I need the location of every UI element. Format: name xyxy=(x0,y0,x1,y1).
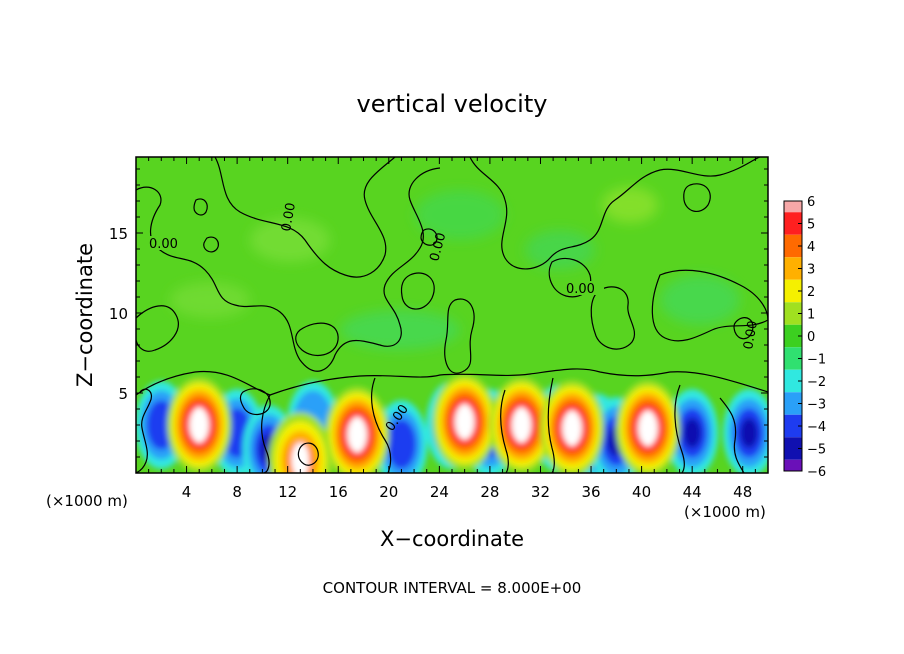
colorbar-swatch xyxy=(784,201,802,213)
contour-line xyxy=(733,317,754,340)
updraft-core xyxy=(348,416,367,453)
x-tick-label: 8 xyxy=(232,483,242,501)
contour-line xyxy=(193,198,208,216)
downdraft-cell xyxy=(740,418,758,448)
colorbar-label: −1 xyxy=(807,353,826,368)
contour-line xyxy=(295,322,339,357)
x-tick-label: 40 xyxy=(632,483,651,501)
colorbar-swatch xyxy=(784,279,802,303)
x-tick-label: 44 xyxy=(683,483,702,501)
colorbar-label: 1 xyxy=(807,308,815,323)
x-tick-label: 36 xyxy=(581,483,600,501)
updraft-core xyxy=(638,410,657,447)
x-tick-label: 16 xyxy=(329,483,348,501)
updraft-core xyxy=(190,407,209,443)
colorbar-swatch xyxy=(784,347,802,370)
contour-interval-footer: CONTOUR INTERVAL = 8.000E+00 xyxy=(323,579,582,597)
colorbar: 6 5 4 3 2 1 0 −1 −2 −3 −4 −5 −6 xyxy=(783,195,826,480)
colorbar-label: −5 xyxy=(807,443,826,458)
contour-line xyxy=(547,377,555,473)
contour-line xyxy=(590,286,636,350)
downdraft-cell xyxy=(386,419,416,469)
plot-area xyxy=(136,157,768,473)
contour-line xyxy=(239,388,271,415)
colorbar-swatch xyxy=(784,257,802,280)
contour-line xyxy=(674,384,685,473)
colorbar-swatch xyxy=(784,324,802,348)
x-axis-title: X−coordinate xyxy=(380,527,524,551)
x-unit-right: (×1000 m) xyxy=(684,503,766,521)
colorbar-label: 2 xyxy=(807,285,815,300)
updraft-core xyxy=(512,407,531,443)
x-tick-label: 12 xyxy=(278,483,297,501)
contour-line xyxy=(136,388,152,473)
x-tick-label: 32 xyxy=(531,483,550,501)
colorbar-swatch xyxy=(784,369,802,393)
contour-line xyxy=(683,183,711,213)
contour-line xyxy=(500,389,509,473)
background-patches xyxy=(170,187,740,350)
colorbar-label: −3 xyxy=(807,398,826,413)
contour-line xyxy=(420,228,438,246)
contour-line xyxy=(651,269,768,342)
contour-label: 0.00 xyxy=(741,320,761,351)
x-tick-label: 24 xyxy=(430,483,449,501)
colorbar-label: 0 xyxy=(807,330,815,345)
colorbar-label: 6 xyxy=(807,195,815,210)
colorbar-swatch xyxy=(784,302,802,325)
x-tick-label: 28 xyxy=(480,483,499,501)
colorbar-label: −6 xyxy=(807,465,826,480)
x-tick-label: 20 xyxy=(379,483,398,501)
updraft-core xyxy=(563,410,582,447)
y-tick-label: 15 xyxy=(109,225,128,243)
contour-line xyxy=(214,157,396,278)
x-tick-label: 48 xyxy=(733,483,752,501)
colorbar-swatch xyxy=(784,212,802,235)
axis-ticks xyxy=(136,157,768,473)
contour-line xyxy=(719,397,745,473)
y-tick-label: 5 xyxy=(118,385,128,403)
contour-label: 0.00 xyxy=(427,231,449,263)
y-axis-title: Z−coordinate xyxy=(73,243,97,387)
colorbar-label: 5 xyxy=(807,218,815,233)
colorbar-swatch xyxy=(784,459,802,471)
contour-line xyxy=(136,305,179,352)
chart-title: vertical velocity xyxy=(357,90,548,118)
colorbar-label: −4 xyxy=(807,420,826,435)
downdraft-cell xyxy=(683,418,701,448)
contour-line xyxy=(370,377,392,473)
contour-label: 0.00 xyxy=(279,202,299,233)
contour-label-bg xyxy=(148,236,188,250)
contour-lines xyxy=(136,157,768,473)
contour-labels: 0.00 0.00 0.00 0.00 0.00 0.00 xyxy=(148,202,761,434)
colorbar-swatch xyxy=(784,234,802,258)
contour-line xyxy=(136,167,441,372)
colorbar-label: 4 xyxy=(807,240,815,255)
contour-line xyxy=(261,394,271,473)
y-tick-label: 10 xyxy=(109,305,128,323)
contour-label: 0.00 xyxy=(566,282,595,297)
x-tick-label: 4 xyxy=(182,483,192,501)
contour-line xyxy=(444,298,475,374)
colorbar-label: 3 xyxy=(807,263,815,278)
contour-line xyxy=(203,236,219,253)
updraft-core xyxy=(455,403,474,440)
colorbar-swatch xyxy=(784,392,802,415)
contour-label: 0.00 xyxy=(149,237,178,252)
contour-line xyxy=(297,442,319,466)
contour-line xyxy=(469,157,761,270)
colorbar-label: −2 xyxy=(807,375,826,390)
contour-line xyxy=(136,368,768,396)
updraft-core xyxy=(291,442,310,473)
x-unit-left: (×1000 m) xyxy=(46,492,128,510)
colorbar-swatch xyxy=(784,414,802,438)
contour-line xyxy=(400,272,435,310)
contour-label-bg xyxy=(566,281,604,295)
colorbar-swatch xyxy=(784,437,802,460)
velocity-cells xyxy=(136,373,768,473)
